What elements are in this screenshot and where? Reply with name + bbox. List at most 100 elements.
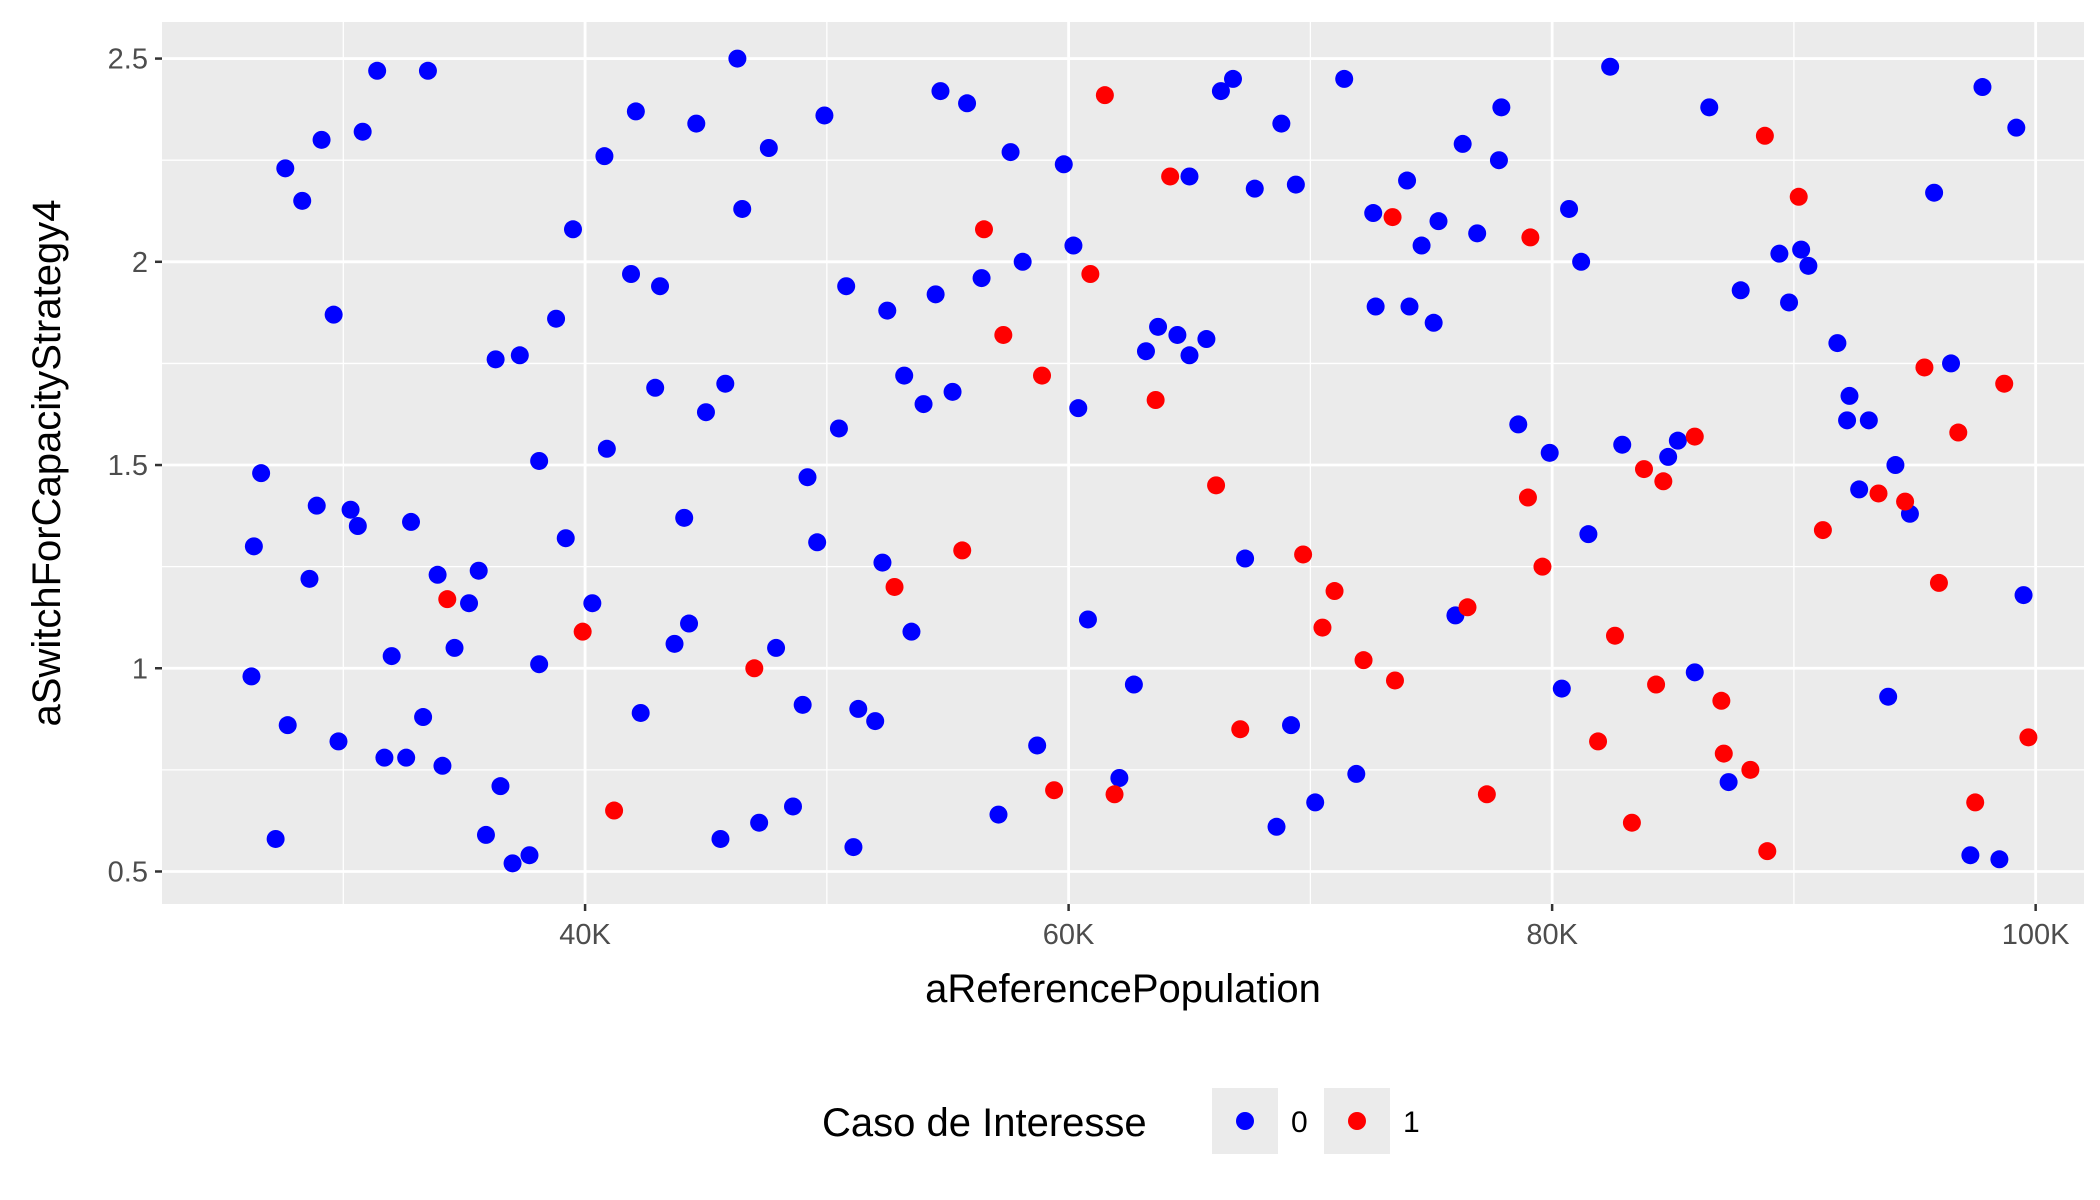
point-series-1 [994,325,1013,344]
point-series-0 [1267,817,1286,836]
point-series-0 [622,265,641,283]
x-tick-label: 80K [1526,919,1578,951]
major-gridlines [162,22,2084,904]
point-series-0 [1453,134,1472,153]
minor-gridlines [162,22,2084,904]
point-series-0 [520,846,539,865]
point-series-0 [989,805,1008,824]
y-tick-label: 1.5 [108,450,148,482]
point-series-0 [460,594,479,613]
point-series-0 [687,114,706,133]
x-tick-label: 100K [2002,919,2070,951]
y-tick-label: 0.5 [108,856,148,888]
point-series-1 [1789,187,1808,206]
point-series-0 [1180,167,1199,186]
point-series-0 [837,277,856,296]
point-series-0 [1925,183,1944,202]
point-series-1 [1477,785,1496,804]
point-series-1 [1634,460,1653,479]
point-series-1 [1995,374,2014,393]
point-series-0 [530,451,549,470]
point-series-0 [368,61,387,80]
point-series-0 [728,49,747,68]
point-series-0 [329,732,348,751]
point-series-1 [1929,573,1948,592]
point-series-0 [1001,143,1020,162]
point-series-0 [312,130,331,149]
y-axis: 0.5 1 1.5 2 2.5 [108,44,162,888]
point-series-0 [1306,793,1325,812]
point-series-0 [1973,78,1992,97]
point-series-0 [1429,212,1448,231]
point-series-0 [428,565,447,584]
point-series-0 [1859,411,1878,430]
point-series-1 [1161,167,1180,186]
point-series-0 [1489,151,1508,170]
point-series-1 [438,590,457,609]
point-series-0 [759,139,778,157]
point-series-0 [353,122,372,141]
point-series-0 [1136,342,1155,361]
point-series-0 [510,346,529,365]
point-series-0 [1224,69,1243,88]
point-series-1 [953,541,972,560]
point-series-1 [1521,228,1540,247]
point-series-0 [793,695,812,714]
point-series-0 [252,464,271,483]
point-series-1 [1294,545,1313,564]
point-series-0 [2007,118,2026,137]
point-series-0 [1579,525,1598,544]
point-series-0 [1245,179,1264,198]
legend-title: Caso de Interesse [822,1101,1147,1145]
point-series-0 [680,614,699,633]
point-series-0 [1347,764,1366,783]
point-series-0 [696,403,715,422]
point-series-1 [745,659,764,678]
point-series-0 [1961,846,1980,865]
panel-background [162,22,2084,904]
point-series-1 [1033,366,1052,385]
point-series-0 [926,285,945,304]
point-series-0 [433,756,452,775]
point-series-0 [1272,114,1291,133]
point-series-0 [1400,297,1419,316]
point-series-0 [469,561,488,580]
point-series-1 [1146,391,1165,409]
point-series-1 [1949,423,1968,442]
point-series-1 [1313,618,1332,637]
point-series-0 [1552,679,1571,698]
point-series-1 [1105,785,1124,804]
point-series-0 [1572,252,1591,271]
point-series-0 [266,829,285,848]
point-series-1 [1758,842,1777,861]
point-series-0 [547,309,566,328]
point-series-0 [595,147,614,166]
x-tick-label: 40K [559,919,611,951]
point-series-0 [402,512,421,531]
point-series-0 [2014,586,2033,605]
point-series-1 [1354,651,1373,670]
point-series-0 [1840,386,1859,405]
point-series-0 [597,439,616,458]
point-series-0 [1700,98,1719,117]
point-series-0 [716,374,735,393]
point-series-0 [414,708,433,727]
point-series-0 [1236,549,1255,568]
point-series-0 [476,825,495,844]
point-series-1 [1622,813,1641,832]
point-series-0 [563,220,582,239]
point-series-1 [1741,760,1760,779]
point-series-0 [1719,773,1738,792]
point-series-1 [885,577,904,596]
point-series-0 [902,622,921,641]
point-series-0 [276,159,295,178]
point-series-0 [1659,447,1678,466]
point-series-0 [1398,171,1417,190]
point-series-0 [750,813,769,832]
point-series-0 [556,529,575,548]
point-series-0 [849,699,868,718]
point-series-0 [1560,199,1579,218]
point-series-0 [307,496,326,515]
point-series-0 [1412,236,1431,255]
